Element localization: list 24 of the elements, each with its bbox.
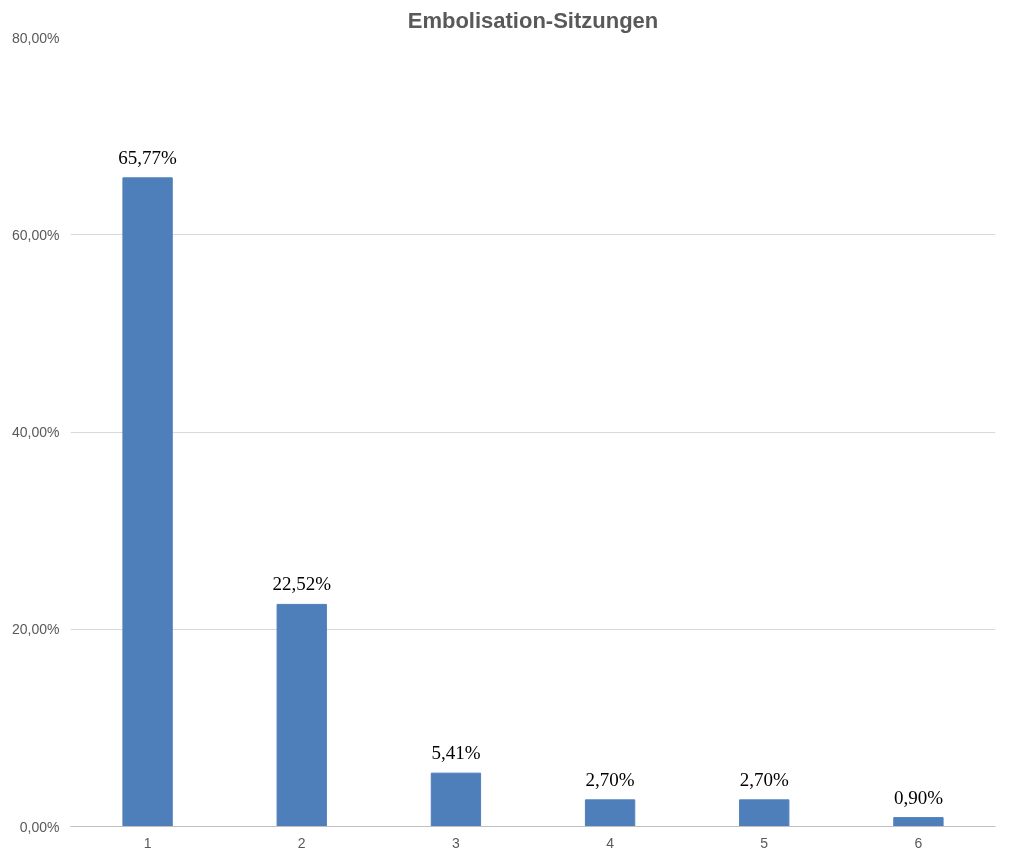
data-label: 22,52% [272, 573, 332, 595]
x-tick-label: 2 [297, 834, 306, 851]
data-label: 0,90% [893, 786, 944, 808]
chart-title: Embolisation-Sitzungen [407, 7, 659, 33]
data-label: 2,70% [585, 768, 635, 790]
bar [122, 177, 173, 827]
y-tick-label: 40,00% [12, 424, 60, 440]
x-tick-label: 3 [452, 834, 461, 851]
bar [739, 799, 790, 827]
bar [430, 772, 482, 827]
y-tick-label: 80,00% [12, 29, 60, 46]
bar [276, 603, 327, 827]
y-tick-label: 60,00% [12, 226, 60, 243]
bar [584, 799, 636, 827]
x-tick-label: 5 [760, 834, 769, 851]
y-tick-label: 0,00% [19, 818, 60, 835]
data-label: 2,70% [739, 768, 789, 790]
x-tick-label: 6 [914, 834, 923, 851]
x-tick-label: 1 [143, 834, 152, 851]
data-label: 5,41% [431, 742, 481, 764]
x-tick-label: 4 [606, 834, 615, 851]
bar [893, 817, 944, 827]
data-label: 65,77% [118, 146, 178, 168]
y-tick-label: 20,00% [12, 621, 60, 638]
